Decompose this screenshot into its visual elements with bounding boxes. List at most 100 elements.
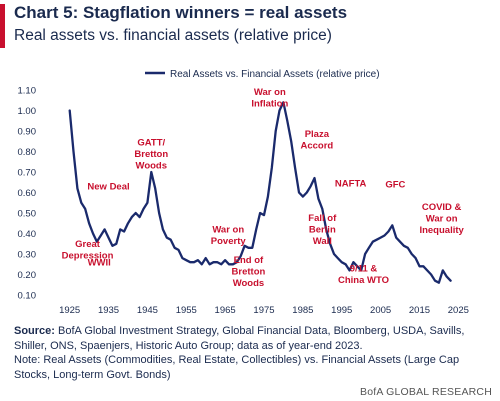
data-point	[111, 245, 113, 247]
data-point	[212, 261, 214, 263]
data-point	[418, 265, 420, 267]
event-annotation-line: Woods	[233, 278, 265, 289]
x-tick-label: 2025	[448, 305, 469, 316]
data-point	[201, 263, 203, 265]
event-annotation-line: Wall	[313, 236, 332, 247]
footer-notes: Source: BofA Global Investment Strategy,…	[14, 324, 494, 382]
chart-area: Real Assets vs. Financial Assets (relati…	[18, 69, 469, 316]
data-point	[247, 247, 249, 249]
data-point	[442, 269, 444, 271]
data-point	[341, 261, 343, 263]
x-tick-label: 1975	[253, 305, 274, 316]
y-tick-label: 1.00	[18, 106, 37, 117]
data-point	[104, 228, 106, 230]
data-point	[345, 263, 347, 265]
event-annotation: New Deal	[87, 181, 129, 192]
event-annotation-line: Plaza	[305, 129, 330, 140]
y-tick-label: 0.20	[18, 270, 37, 281]
data-point	[333, 253, 335, 255]
data-point	[294, 167, 296, 169]
data-point	[434, 280, 436, 282]
event-annotation-line: Inflation	[251, 99, 288, 110]
data-point	[174, 247, 176, 249]
data-point	[395, 237, 397, 239]
event-annotation-line: Berlin	[309, 225, 336, 236]
event-annotation: COVID & War on Inequality	[419, 202, 464, 236]
data-point	[407, 247, 409, 249]
y-tick-label: 0.30	[18, 250, 37, 261]
y-tick-label: 0.90	[18, 127, 37, 138]
event-annotation-line: Woods	[136, 160, 168, 171]
source-note: Source: BofA Global Investment Strategy,…	[14, 324, 494, 353]
event-annotation-line: NAFTA	[335, 178, 367, 189]
data-point	[438, 282, 440, 284]
x-tick-label: 1925	[59, 305, 80, 316]
data-point	[123, 230, 125, 232]
data-point	[154, 187, 156, 189]
data-point	[80, 202, 82, 204]
event-annotation-line: Inequality	[419, 225, 464, 236]
data-point	[259, 212, 261, 214]
data-point	[189, 261, 191, 263]
event-annotation-line: Great	[75, 239, 101, 250]
y-tick-label: 0.50	[18, 209, 37, 220]
data-point	[415, 257, 417, 259]
x-axis: 1925 1935 1945 1955 1965 1975 1985 1995 2005 2015…	[59, 305, 469, 316]
data-point	[119, 228, 121, 230]
x-tick-label: 1985	[292, 305, 313, 316]
data-point	[337, 257, 339, 259]
event-annotation-line: Poverty	[211, 236, 247, 247]
data-point	[224, 259, 226, 261]
data-point	[422, 265, 424, 267]
series-line	[68, 101, 452, 284]
y-tick-label: 0.10	[18, 291, 37, 302]
data-point	[321, 208, 323, 210]
data-point	[399, 241, 401, 243]
data-point	[450, 280, 452, 282]
data-point	[364, 253, 366, 255]
note-text: Note: Real Assets (Commodities, Real Est…	[14, 354, 460, 381]
x-tick-label: 1935	[98, 305, 119, 316]
data-point	[310, 185, 312, 187]
data-point	[193, 261, 195, 263]
data-point	[302, 196, 304, 198]
x-tick-label: 1945	[137, 305, 158, 316]
data-point	[220, 263, 222, 265]
data-point	[255, 228, 257, 230]
data-point	[100, 234, 102, 236]
event-annotation-line: WWII	[88, 257, 111, 268]
data-point	[391, 224, 393, 226]
event-annotation: Fall of Berlin Wall	[308, 213, 337, 247]
y-axis: 1.10 1.00 0.90 0.80 0.70 0.60 0.50 0.40 0.30 0.20…	[18, 86, 37, 302]
legend: Real Assets vs. Financial Assets (relati…	[145, 69, 380, 80]
y-tick-label: 1.10	[18, 86, 37, 97]
data-point	[162, 228, 164, 230]
event-annotation: WWII	[88, 257, 111, 268]
data-point	[146, 202, 148, 204]
data-point	[298, 191, 300, 193]
event-annotation: GATT/Bretton Woods	[134, 137, 168, 171]
event-annotation: End of Bretton Woods	[232, 255, 266, 289]
source-text: BofA Global Investment Strategy, Global …	[14, 325, 465, 352]
data-point	[170, 239, 172, 241]
data-point	[267, 196, 269, 198]
y-tick-label: 0.80	[18, 147, 37, 158]
y-tick-label: 0.70	[18, 168, 37, 179]
title-accent-bar	[0, 4, 5, 48]
data-point	[383, 234, 385, 236]
data-point	[216, 261, 218, 263]
event-annotation: GFC	[385, 179, 405, 190]
data-point	[107, 237, 109, 239]
data-point	[197, 259, 199, 261]
data-point	[205, 257, 207, 259]
data-point	[372, 241, 374, 243]
legend-label: Real Assets vs. Financial Assets (relati…	[170, 69, 380, 80]
event-annotation: NAFTA	[335, 178, 367, 189]
event-annotation-line: Depression	[62, 250, 114, 261]
data-point	[368, 247, 370, 249]
data-point	[158, 212, 160, 214]
data-point	[387, 230, 389, 232]
data-point	[135, 212, 137, 214]
event-annotation: 9/11 & China WTO	[338, 263, 389, 286]
data-point	[411, 253, 413, 255]
